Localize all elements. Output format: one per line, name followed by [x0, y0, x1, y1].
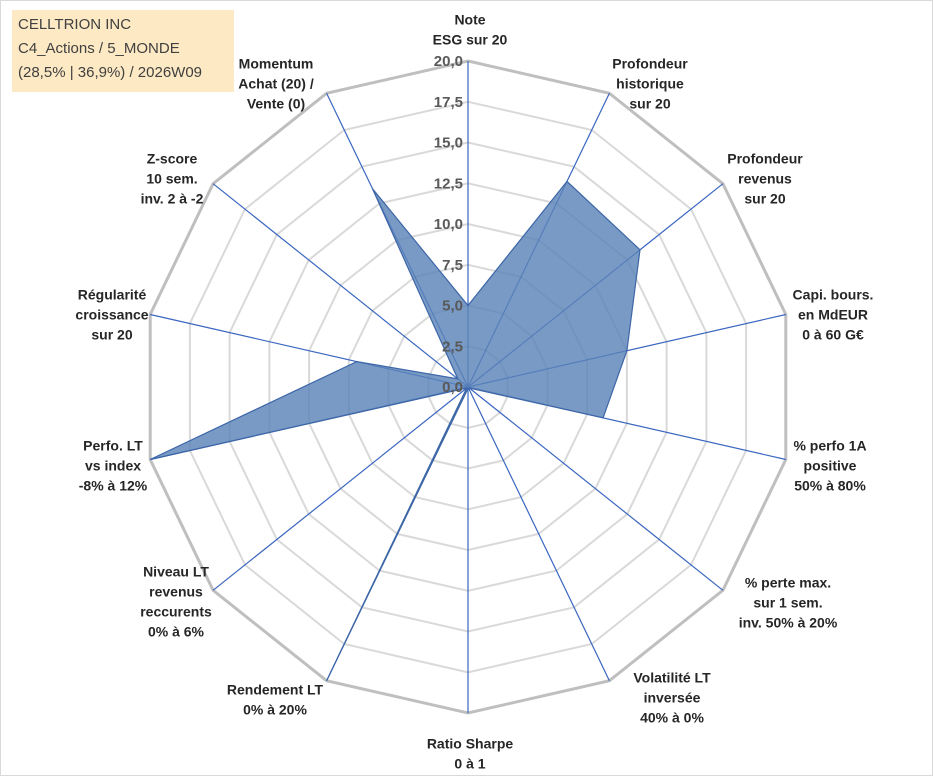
axis-label: 0% à 6% [148, 623, 205, 639]
axis-label: reccurents [140, 603, 212, 619]
axis-label: Capi. bours. [793, 286, 874, 302]
axis-label: Ratio Sharpe [427, 735, 514, 751]
axis-label: inv. 2 à -2 [141, 190, 204, 206]
axis-label: % perte max. [745, 574, 831, 590]
axis-label: historique [616, 75, 684, 91]
axis-label: sur 20 [629, 95, 670, 111]
axis-label: Momentum [239, 55, 314, 71]
axis-label: Régularité [78, 286, 147, 302]
tick-label: 20,0 [434, 53, 463, 70]
axis-label: Profondeur [612, 55, 688, 71]
axis-label: 0 à 1 [454, 755, 485, 771]
axis-label: croissance [75, 306, 148, 322]
axis-label: revenus [738, 170, 792, 186]
axis-label: Rendement LT [227, 681, 324, 697]
axis-label: Note [454, 11, 485, 27]
axis-label: 40% à 0% [640, 709, 704, 725]
company-name: CELLTRION INC [18, 16, 132, 33]
axis-label: Perfo. LT [83, 437, 143, 453]
info-box: CELLTRION INC C4_Actions / 5_MONDE (28,5… [12, 10, 234, 92]
axis-label: -8% à 12% [79, 477, 148, 493]
series-area [149, 180, 641, 681]
axis-label: 10 sem. [146, 170, 197, 186]
axis-label: revenus [149, 583, 203, 599]
axis-label: inversée [644, 689, 701, 705]
axis-label: sur 20 [91, 326, 132, 342]
tick-label: 12,5 [434, 175, 463, 192]
axis-spoke [467, 386, 610, 681]
tick-label: 0,0 [442, 379, 463, 396]
axis-label: 0% à 20% [243, 701, 307, 717]
tick-label: 2,5 [442, 338, 463, 355]
axis-label: Profondeur [727, 150, 803, 166]
axis-label: Volatilité LT [633, 669, 711, 685]
axis-spoke [212, 386, 469, 591]
radial-tick-labels: 0,0 2,5 5,0 7,5 10,0 12,5 15,0 17,5 20,0 [434, 53, 463, 396]
axis-label: vs index [85, 457, 141, 473]
axis-label: % perfo 1A [793, 437, 866, 453]
axis-labels: Note ESG sur 20 Profondeur historique sur 20… [75, 11, 873, 771]
axis-spoke [467, 386, 724, 591]
axis-label: Z-score [147, 150, 198, 166]
axis-spoke [212, 183, 469, 388]
axis-label: sur 20 [744, 190, 785, 206]
axis-label: inv. 50% à 20% [739, 614, 838, 630]
tick-label: 17,5 [434, 94, 463, 111]
axis-label: Niveau LT [143, 563, 209, 579]
tick-label: 10,0 [434, 216, 463, 233]
axis-label: 0 à 60 G€ [802, 326, 864, 342]
axis-label: positive [804, 457, 857, 473]
series-polygon [149, 180, 641, 681]
axis-label: ESG sur 20 [433, 31, 508, 47]
axis-label: Vente (0) [247, 95, 305, 111]
axis-label: en MdEUR [798, 306, 868, 322]
axis-label: sur 1 sem. [753, 594, 822, 610]
tick-label: 7,5 [442, 257, 463, 274]
axis-label: Achat (20) / [238, 75, 314, 91]
tick-label: 15,0 [434, 135, 463, 152]
tick-label: 5,0 [442, 298, 463, 315]
period-label: (28,5% | 36,9%) / 2026W09 [18, 64, 202, 81]
axis-label: 50% à 80% [794, 477, 866, 493]
portfolio-label: C4_Actions / 5_MONDE [18, 40, 180, 57]
